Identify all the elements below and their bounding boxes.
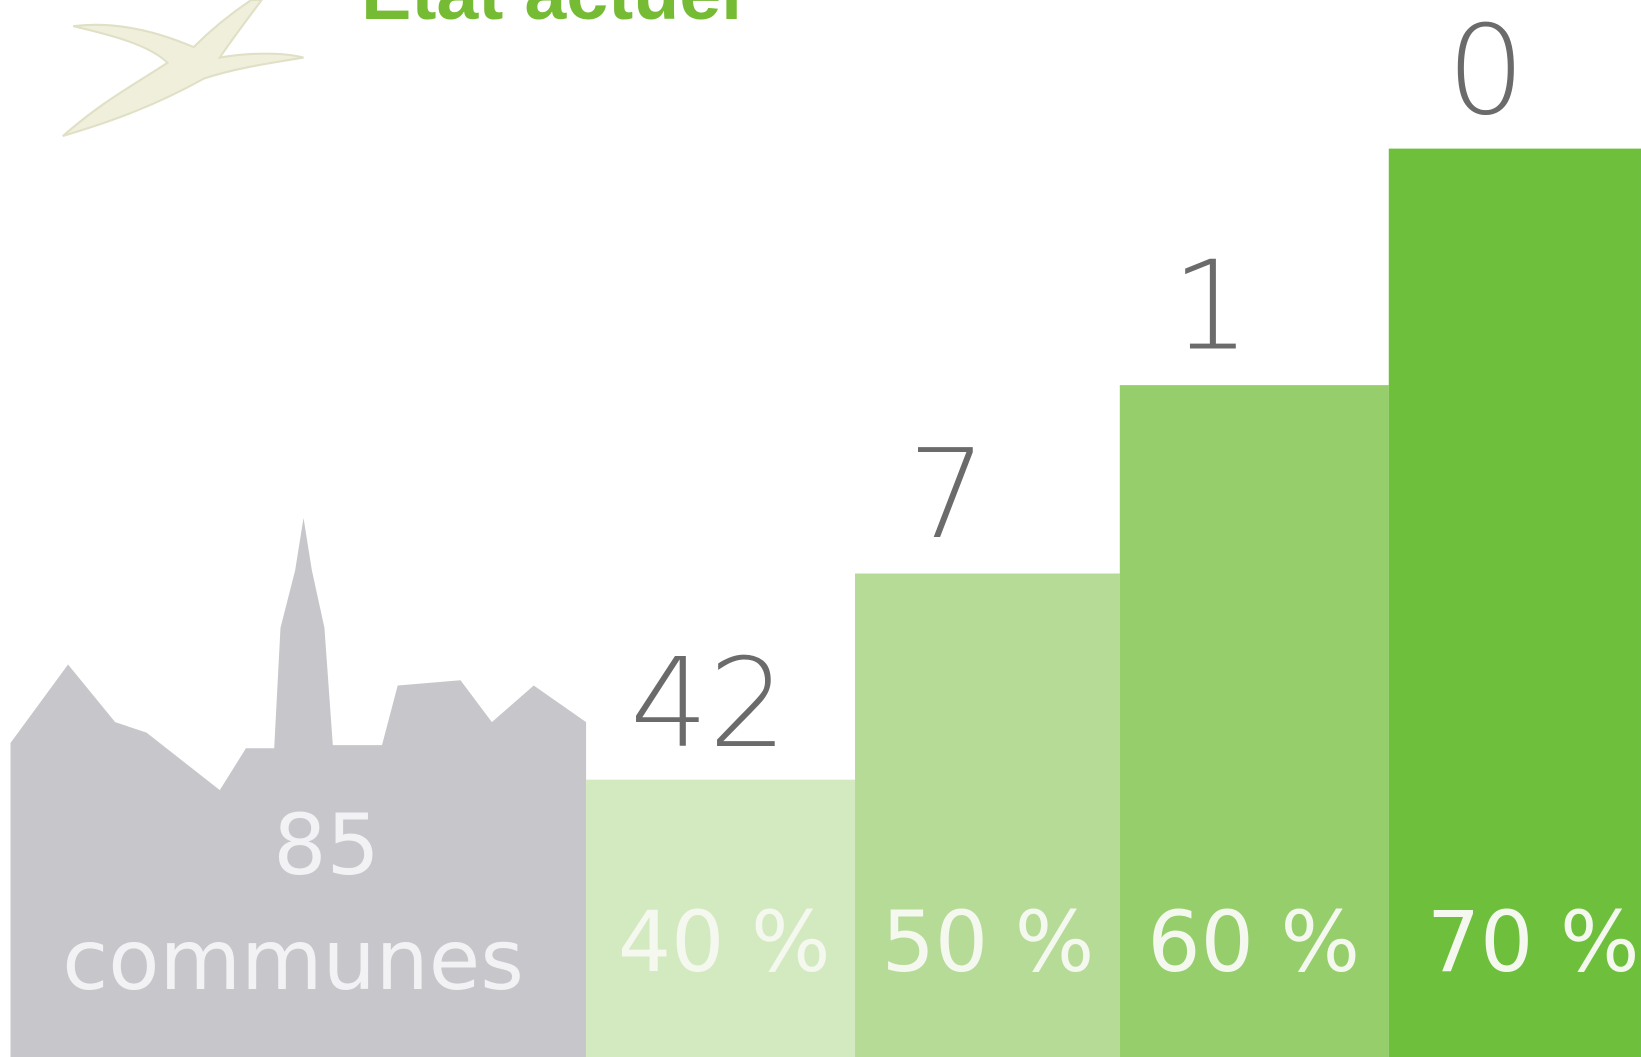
step-count: 42 xyxy=(630,632,787,776)
town-count: 85 xyxy=(273,796,380,894)
page: Etat actuel 85 communes 42 7 1 0 40 % 50… xyxy=(0,0,1641,1057)
step-threshold: 60 % xyxy=(1147,893,1360,991)
town-label: communes xyxy=(62,911,524,1009)
step-count: 0 xyxy=(1447,0,1526,143)
step-threshold: 70 % xyxy=(1427,893,1640,991)
step-count: 7 xyxy=(908,423,987,567)
step-threshold: 40 % xyxy=(618,893,831,991)
infographic: Etat actuel 85 communes 42 7 1 0 40 % 50… xyxy=(0,0,1641,1057)
title: Etat actuel xyxy=(361,0,742,35)
bird-decoration xyxy=(63,0,304,136)
step-threshold: 50 % xyxy=(882,893,1095,991)
step-count: 1 xyxy=(1172,234,1251,378)
